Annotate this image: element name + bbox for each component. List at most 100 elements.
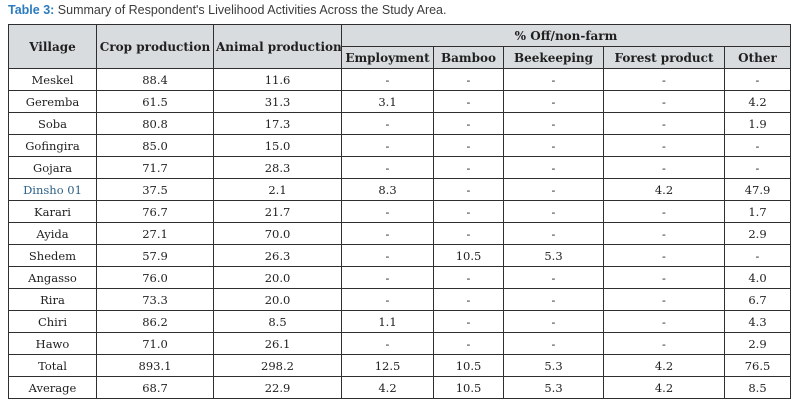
value-cell: 73.3 (96, 288, 214, 311)
village-cell: Soba (8, 112, 97, 135)
village-cell: Ayida (8, 222, 97, 245)
column-header-other: Other (724, 46, 791, 69)
value-cell: 4.2 (724, 90, 791, 113)
value-cell: 8.3 (341, 178, 434, 201)
value-cell: 1.7 (724, 200, 791, 223)
value-cell: - (341, 68, 434, 91)
value-cell: - (341, 200, 434, 223)
value-cell: 20.0 (213, 288, 342, 311)
value-cell: 3.1 (341, 90, 434, 113)
value-cell: - (603, 112, 725, 135)
value-cell: 4.2 (603, 178, 725, 201)
value-cell: 2.9 (724, 332, 791, 355)
value-cell: - (433, 288, 504, 311)
column-header-beekeeping: Beekeeping (503, 46, 604, 69)
value-cell: - (503, 266, 604, 289)
value-cell: - (341, 244, 434, 267)
village-cell: Dinsho 01 (8, 178, 97, 201)
value-cell: - (603, 288, 725, 311)
village-cell: Shedem (8, 244, 97, 267)
value-cell: - (603, 332, 725, 355)
value-cell: 31.3 (213, 90, 342, 113)
value-cell: - (603, 222, 725, 245)
value-cell: - (341, 134, 434, 157)
value-cell: - (341, 156, 434, 179)
value-cell: 26.3 (213, 244, 342, 267)
value-cell: 47.9 (724, 178, 791, 201)
value-cell: 76.5 (724, 354, 791, 377)
value-cell: 76.0 (96, 266, 214, 289)
table-caption-label: Table 3: (8, 3, 55, 17)
village-cell: Meskel (8, 68, 97, 91)
value-cell: 10.5 (433, 244, 504, 267)
village-cell: Gofingira (8, 134, 97, 157)
value-cell: - (603, 90, 725, 113)
value-cell: - (433, 200, 504, 223)
value-cell: - (724, 244, 791, 267)
value-cell: 71.0 (96, 332, 214, 355)
village-cell: Total (8, 354, 97, 377)
value-cell: - (503, 332, 604, 355)
value-cell: 21.7 (213, 200, 342, 223)
value-cell: - (341, 222, 434, 245)
value-cell: 27.1 (96, 222, 214, 245)
value-cell: - (603, 310, 725, 333)
value-cell: - (433, 222, 504, 245)
value-cell: 80.8 (96, 112, 214, 135)
value-cell: 8.5 (724, 376, 791, 399)
value-cell: 4.2 (603, 354, 725, 377)
table-caption-text: Summary of Respondent's Livelihood Activ… (54, 3, 447, 17)
table-row: Gojara 71.7 28.3- - - - - (8, 156, 791, 179)
value-cell: 4.0 (724, 266, 791, 289)
village-cell: Karari (8, 200, 97, 223)
value-cell: 6.7 (724, 288, 791, 311)
header-row-sub: Employment Bamboo Beekeeping Forest prod… (9, 46, 791, 69)
value-cell: - (603, 244, 725, 267)
value-cell: 88.4 (96, 68, 214, 91)
column-header-employment: Employment (341, 46, 434, 69)
table-row: Meskel 88.4 11.6- - - - - (8, 68, 791, 91)
village-cell: Average (8, 376, 97, 399)
value-cell: - (433, 68, 504, 91)
value-cell: - (603, 266, 725, 289)
value-cell: - (433, 332, 504, 355)
value-cell: - (433, 178, 504, 201)
value-cell: 2.9 (724, 222, 791, 245)
village-cell: Geremba (8, 90, 97, 113)
table-row: Ayida 27.1 70.0- - - -2.9 (8, 222, 791, 245)
value-cell: 76.7 (96, 200, 214, 223)
village-cell: Angasso (8, 266, 97, 289)
table-caption: Table 3: Summary of Respondent's Livelih… (8, 3, 446, 17)
value-cell: - (341, 266, 434, 289)
value-cell: 10.5 (433, 354, 504, 377)
value-cell: 28.3 (213, 156, 342, 179)
table-row: Karari 76.7 21.7- - - -1.7 (8, 200, 791, 223)
header-row-top: Village Crop production Animal productio… (8, 24, 791, 69)
value-cell: - (433, 134, 504, 157)
column-header-village: Village (8, 24, 97, 69)
column-header-bamboo: Bamboo (433, 46, 504, 69)
table-row: Gofingira 85.0 15.0- - - - - (8, 134, 791, 157)
value-cell: 1.1 (341, 310, 434, 333)
column-header-animal-production: Animal production (213, 24, 342, 69)
value-cell: 5.3 (503, 354, 604, 377)
value-cell: - (603, 134, 725, 157)
village-cell: Hawo (8, 332, 97, 355)
value-cell: - (503, 134, 604, 157)
table-row: Total 893.1 298.2 12.5 10.5 5.3 4.2 76.5 (8, 354, 791, 377)
value-cell: 17.3 (213, 112, 342, 135)
value-cell: - (603, 156, 725, 179)
value-cell: 70.0 (213, 222, 342, 245)
value-cell: 57.9 (96, 244, 214, 267)
table-row: Shedem 57.9 26.3-10.5 5.3- - (8, 244, 791, 267)
value-cell: 4.2 (341, 376, 434, 399)
table-row: Dinsho 01 37.5 2.1 8.3- -4.2 47.9 (8, 178, 791, 201)
table-body: Meskel 88.4 11.6- - - - - Geremba 61.5 31.3 3.1- - -… (8, 68, 791, 399)
value-cell: - (603, 68, 725, 91)
value-cell: - (341, 112, 434, 135)
table-row: Chiri 86.2 8.5 1.1- - -4.3 (8, 310, 791, 333)
table-row: Rira 73.3 20.0- - - -6.7 (8, 288, 791, 311)
value-cell: - (433, 156, 504, 179)
value-cell: 37.5 (96, 178, 214, 201)
value-cell: 85.0 (96, 134, 214, 157)
